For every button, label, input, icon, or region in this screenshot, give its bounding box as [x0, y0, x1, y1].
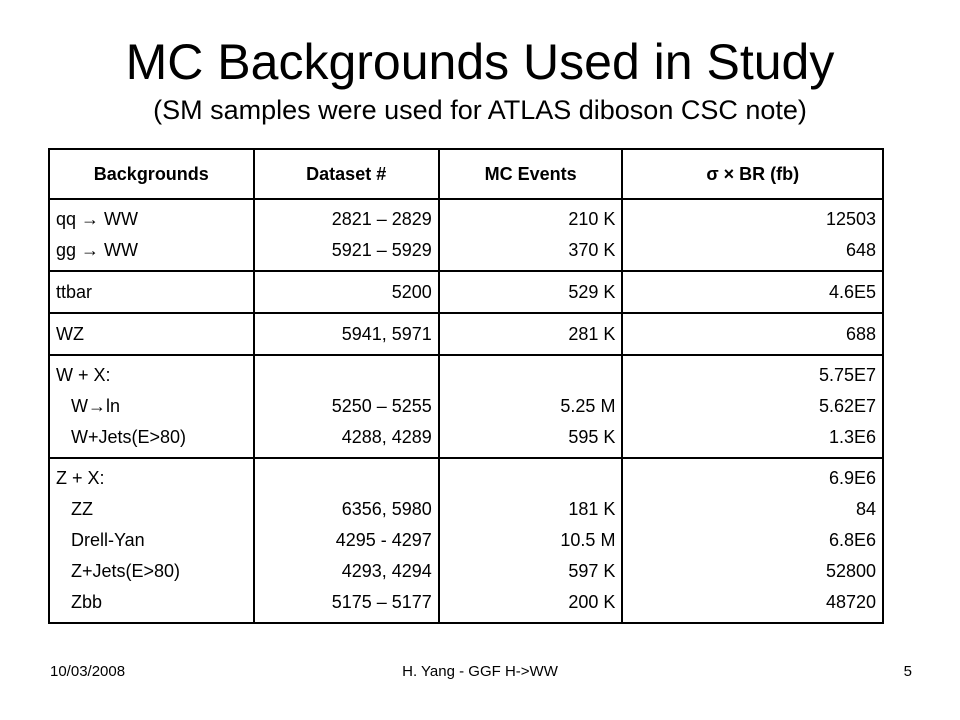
header-cross-section: σ × BR (fb) [621, 148, 884, 200]
cell-mc-events: 181 K 10.5 M 597 K 200 K [437, 457, 624, 624]
cell-background-line: Z+Jets(E>80) [56, 561, 181, 581]
cell-cross-section: 5.75E7 5.62E7 1.3E6 [621, 354, 884, 459]
cell-background-line: WZ [56, 324, 84, 344]
cell-mc-events-line: 370 K [568, 240, 616, 260]
cell-cross-section-line: 648 [845, 240, 876, 260]
cell-cross-section-line: 6.8E6 [828, 530, 876, 550]
cell-mc-events: 5.25 M 595 K [437, 354, 624, 459]
cell-mc-events-line [446, 463, 616, 494]
cell-background-line: W+Jets(E>80) [56, 427, 187, 447]
header-backgrounds: Backgrounds [48, 148, 255, 200]
cell-background-line: qq → WW [56, 209, 139, 229]
table-row: Z + X: ZZ Drell-Yan Z+Jets(E>80) Zbb 6356… [48, 457, 884, 624]
table-header-row: Backgrounds Dataset # MC Events σ × BR (… [48, 148, 884, 200]
cell-mc-events-line: 595 K [568, 427, 616, 447]
table-row: W + X: W→ln W+Jets(E>80) 5250 – 5255 4288,… [48, 354, 884, 459]
cell-cross-section-line: 6.9E6 [828, 468, 876, 488]
cell-dataset-line: 5175 – 5177 [331, 592, 432, 612]
cell-mc-events-line: 281 K [568, 324, 616, 344]
slide-subtitle: (SM samples were used for ATLAS diboson … [153, 95, 807, 125]
slide-title: MC Backgrounds Used in Study [125, 34, 835, 90]
footer-page-number: 5 [903, 663, 912, 680]
cell-cross-section-line: 688 [845, 324, 876, 344]
cell-dataset-line: 6356, 5980 [341, 499, 432, 519]
cell-mc-events-line [446, 360, 616, 391]
cell-background: ttbar [48, 270, 255, 314]
cell-background: Z + X: ZZ Drell-Yan Z+Jets(E>80) Zbb [48, 457, 255, 624]
cell-dataset-line: 5941, 5971 [341, 324, 432, 344]
header-dataset: Dataset # [252, 148, 440, 200]
footer-center: H. Yang - GGF H->WW [402, 663, 558, 680]
cell-mc-events-line: 210 K [568, 209, 616, 229]
cell-dataset-line [261, 360, 432, 391]
cell-cross-section-line: 5.75E7 [818, 365, 876, 385]
cell-mc-events-line: 597 K [568, 561, 616, 581]
cell-dataset-line: 5200 [391, 282, 432, 302]
cell-dataset-line: 4293, 4294 [341, 561, 432, 581]
cell-background-line: Zbb [56, 592, 103, 612]
cell-background: W + X: W→ln W+Jets(E>80) [48, 354, 255, 459]
cell-cross-section-line: 4.6E5 [828, 282, 876, 302]
cell-cross-section: 4.6E5 [621, 270, 884, 314]
cell-mc-events-line: 10.5 M [560, 530, 616, 550]
cell-cross-section: 12503 648 [621, 198, 884, 272]
cell-mc-events-line: 529 K [568, 282, 616, 302]
header-mc-events: MC Events [437, 148, 624, 200]
cell-mc-events: 529 K [437, 270, 624, 314]
cell-mc-events-line: 181 K [568, 499, 616, 519]
cell-dataset: 5250 – 5255 4288, 4289 [252, 354, 440, 459]
cell-dataset-line: 4288, 4289 [341, 427, 432, 447]
cell-dataset: 2821 – 2829 5921 – 5929 [252, 198, 440, 272]
cell-mc-events-line: 200 K [568, 592, 616, 612]
table-body: qq → WW gg → WW 2821 – 2829 5921 – 5929 210 … [48, 198, 884, 624]
table-row: qq → WW gg → WW 2821 – 2829 5921 – 5929 210 … [48, 198, 884, 272]
cell-cross-section-line: 12503 [825, 209, 876, 229]
cell-background-line: Drell-Yan [56, 530, 145, 550]
cell-cross-section-line: 5.62E7 [818, 396, 876, 416]
cell-dataset-line: 5250 – 5255 [331, 396, 432, 416]
cell-background-line: ZZ [56, 499, 93, 519]
cell-background-line: W→ln [56, 396, 121, 416]
cell-dataset: 5941, 5971 [252, 312, 440, 356]
cell-mc-events: 210 K 370 K [437, 198, 624, 272]
cell-dataset-line [261, 463, 432, 494]
cell-background-line: W + X: [56, 365, 111, 385]
cell-background-line: gg → WW [56, 240, 139, 260]
cell-cross-section-line: 48720 [825, 592, 876, 612]
cell-cross-section-line: 84 [855, 499, 876, 519]
cell-dataset: 6356, 5980 4295 - 4297 4293, 4294 5175 – 51… [252, 457, 440, 624]
table-row: ttbar 5200 529 K 4.6E5 [48, 270, 884, 314]
cell-mc-events: 281 K [437, 312, 624, 356]
cell-cross-section-line: 1.3E6 [828, 427, 876, 447]
cell-dataset-line: 2821 – 2829 [331, 209, 432, 229]
footer-date: 10/03/2008 [50, 663, 126, 680]
cell-mc-events-line: 5.25 M [560, 396, 616, 416]
cell-cross-section-line: 52800 [825, 561, 876, 581]
backgrounds-table: Backgrounds Dataset # MC Events σ × BR (… [48, 148, 884, 624]
cell-background-line: Z + X: [56, 468, 105, 488]
cell-dataset-line: 5921 – 5929 [331, 240, 432, 260]
cell-background: qq → WW gg → WW [48, 198, 255, 272]
cell-background-line: ttbar [56, 282, 93, 302]
cell-cross-section: 688 [621, 312, 884, 356]
table-row: WZ 5941, 5971 281 K 688 [48, 312, 884, 356]
cell-dataset-line: 4295 - 4297 [335, 530, 432, 550]
cell-dataset: 5200 [252, 270, 440, 314]
cell-background: WZ [48, 312, 255, 356]
cell-cross-section: 6.9E6 84 6.8E6 52800 48720 [621, 457, 884, 624]
